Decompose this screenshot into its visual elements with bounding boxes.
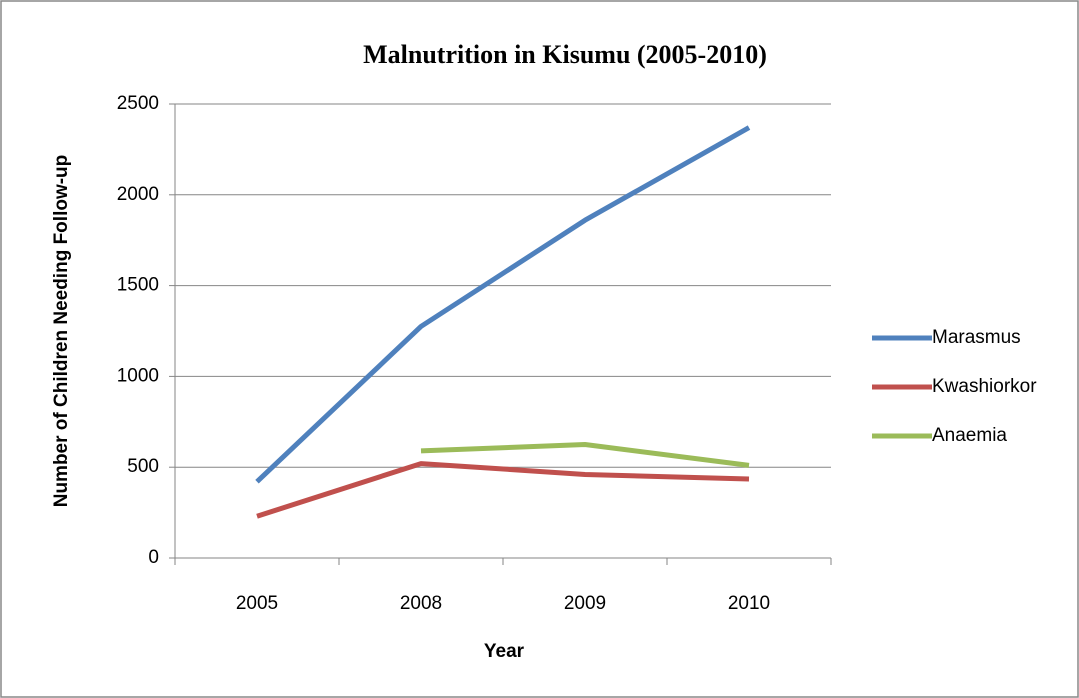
x-tick-label: 2008 <box>400 593 442 614</box>
y-tick-label: 1000 <box>117 365 159 386</box>
y-tick-label: 2500 <box>117 93 159 114</box>
y-tick-label: 1500 <box>117 275 159 296</box>
x-tick-label: 2009 <box>564 593 606 614</box>
legend-label: Anaemia <box>932 425 1007 446</box>
y-tick-label: 500 <box>127 456 159 477</box>
x-tick-label: 2005 <box>236 593 278 614</box>
x-tick-label: 2010 <box>728 593 770 614</box>
y-tick-label: 0 <box>148 547 159 568</box>
legend-label: Marasmus <box>932 327 1021 348</box>
legend-label: Kwashiorkor <box>932 376 1037 397</box>
x-axis-title: Year <box>484 641 525 662</box>
series-line <box>255 125 751 484</box>
series-line <box>256 461 750 519</box>
y-tick-label: 2000 <box>117 184 159 205</box>
chart-title: Malnutrition in Kisumu (2005-2010) <box>363 40 767 69</box>
y-axis-title: Number of Children Needing Follow-up <box>51 155 72 508</box>
series-line <box>420 442 750 468</box>
